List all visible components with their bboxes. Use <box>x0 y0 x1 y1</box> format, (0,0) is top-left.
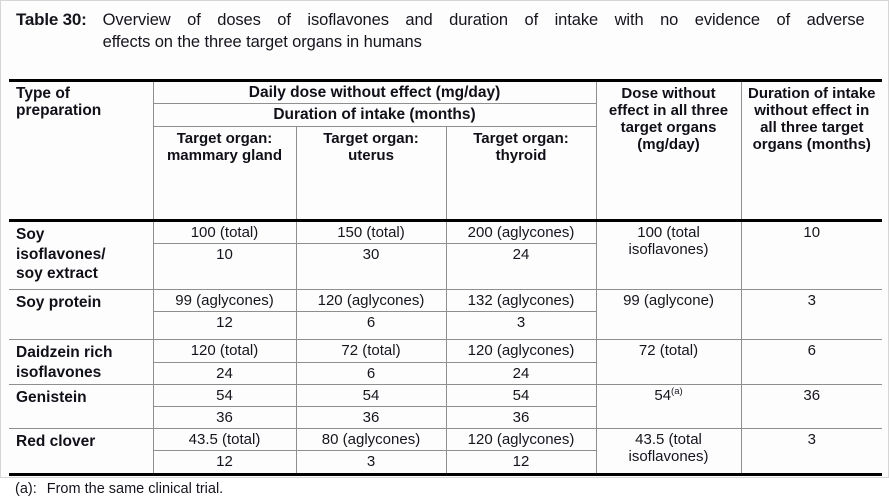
dose-all-organs-cell: 72 (total) <box>595 339 742 386</box>
dose-cell: 200 (aglycones) <box>445 220 597 245</box>
dose-cell: 99 (aglycones) <box>152 289 297 313</box>
dose-cell: 120 (aglycones) <box>295 289 447 313</box>
table-row-red-clover-duration: 12 3 12 <box>9 450 882 475</box>
header-row-2: Duration of intake (months) <box>9 103 882 128</box>
dose-cell: 120 (aglycones) <box>445 428 597 452</box>
header-dose-all-organs: Dose without effect in all three target … <box>595 79 742 222</box>
duration-all-organs-cell: 6 <box>740 339 883 386</box>
table-row-soy-protein-duration: 12 6 3 <box>9 311 882 341</box>
footnote-label: (a): <box>15 480 37 497</box>
duration-cell: 36 <box>445 406 597 430</box>
header-type-of-preparation: Type of preparation <box>9 79 154 222</box>
table-row-soy-isoflavones-dose: Soy isoflavones/ soy extract 100 (total)… <box>9 220 883 291</box>
header-target-organ-mammary-gland: Target organ: mammary gland <box>152 126 297 222</box>
duration-cell: 6 <box>295 361 447 386</box>
duration-cell: 3 <box>295 450 447 475</box>
duration-cell: 24 <box>445 361 597 386</box>
duration-cell: 30 <box>295 243 447 291</box>
dose-cell: 132 (aglycones) <box>445 289 597 313</box>
duration-all-organs-cell: 10 <box>740 220 883 291</box>
table-footnote: (a): From the same clinical trial. <box>15 481 888 497</box>
dose-cell: 43.5 (total) <box>152 428 297 452</box>
table-row-genistein-duration: 36 36 36 <box>9 406 882 430</box>
header-duration-of-intake: Duration of intake (months) <box>152 103 597 128</box>
duration-cell: 24 <box>445 243 597 291</box>
duration-cell: 6 <box>295 311 447 341</box>
table-caption-label: Table 30: <box>16 10 87 29</box>
duration-cell: 12 <box>445 450 597 475</box>
dose-cell: 72 (total) <box>295 339 447 363</box>
table-caption-text: Overview of doses of isoflavones and dur… <box>103 10 865 54</box>
dose-cell: 120 (aglycones) <box>445 339 597 363</box>
dose-cell: 54 <box>295 384 447 408</box>
header-row-3: Target organ: mammary gland Target organ… <box>9 126 882 222</box>
dose-cell: 150 (total) <box>295 220 447 245</box>
caption-line-1: Overview of doses of isoflavones and dur… <box>102 11 865 29</box>
table-row-soy-isoflavones-duration: 10 30 24 <box>9 243 882 291</box>
duration-all-organs-cell: 3 <box>740 289 883 341</box>
table-row-daidzein-dose: Daidzein rich isoflavones 120 (total) 72… <box>9 339 883 386</box>
dose-cell: 120 (total) <box>152 339 297 363</box>
dose-cell: 54 <box>152 384 297 408</box>
preparation-cell: Daidzein rich isoflavones <box>9 339 154 386</box>
header-duration-all-organs: Duration of intake without effect in all… <box>740 79 883 222</box>
table-header: Type of preparation Daily dose without e… <box>9 79 883 222</box>
dose-cell: 80 (aglycones) <box>295 428 447 452</box>
duration-cell: 24 <box>152 361 297 386</box>
preparation-cell: Soy protein <box>9 289 154 341</box>
duration-all-organs-cell: 3 <box>740 428 883 475</box>
table-row-soy-protein-dose: Soy protein 99 (aglycones) 120 (aglycone… <box>9 289 883 341</box>
dose-cell: 54 <box>445 384 597 408</box>
table-caption: Table 30: Overview of doses of isoflavon… <box>1 10 888 54</box>
duration-cell: 36 <box>295 406 447 430</box>
preparation-cell: Genistein <box>9 384 154 430</box>
caption-line-2: effects on the three target organs in hu… <box>102 32 422 51</box>
table-body: Soy isoflavones/ soy extract 100 (total)… <box>9 220 883 475</box>
table-row-genistein-dose: Genistein 54 54 54 54(a) 36 <box>9 384 883 430</box>
duration-cell: 12 <box>152 450 297 475</box>
table-row-daidzein-duration: 24 6 24 <box>9 361 882 386</box>
duration-cell: 10 <box>152 243 297 291</box>
table-row-red-clover-dose: Red clover 43.5 (total) 80 (aglycones) 1… <box>9 428 883 475</box>
preparation-cell: Soy isoflavones/ soy extract <box>9 220 154 291</box>
duration-all-organs-cell: 36 <box>740 384 883 430</box>
header-daily-dose: Daily dose without effect (mg/day) <box>152 79 597 105</box>
header-row-1: Type of preparation Daily dose without e… <box>9 79 883 222</box>
duration-cell: 3 <box>445 311 597 341</box>
dose-all-organs-cell: 99 (aglycone) <box>595 289 742 341</box>
dose-all-organs-cell: 54(a) <box>595 384 742 430</box>
dose-all-value: 54 <box>654 387 672 405</box>
dose-all-organs-cell: 43.5 (total isoflavones) <box>595 428 742 475</box>
footnote-marker: (a) <box>671 386 683 398</box>
dose-all-organs-cell: 100 (total isoflavones) <box>595 220 742 291</box>
duration-cell: 36 <box>152 406 297 430</box>
footnote-text: From the same clinical trial. <box>46 480 224 497</box>
dose-cell: 100 (total) <box>152 220 297 245</box>
duration-cell: 12 <box>152 311 297 341</box>
isoflavone-doses-table: Type of preparation Daily dose without e… <box>9 78 883 476</box>
header-target-organ-uterus: Target organ: uterus <box>295 126 447 222</box>
preparation-cell: Red clover <box>9 428 154 475</box>
header-target-organ-thyroid: Target organ: thyroid <box>445 126 597 222</box>
